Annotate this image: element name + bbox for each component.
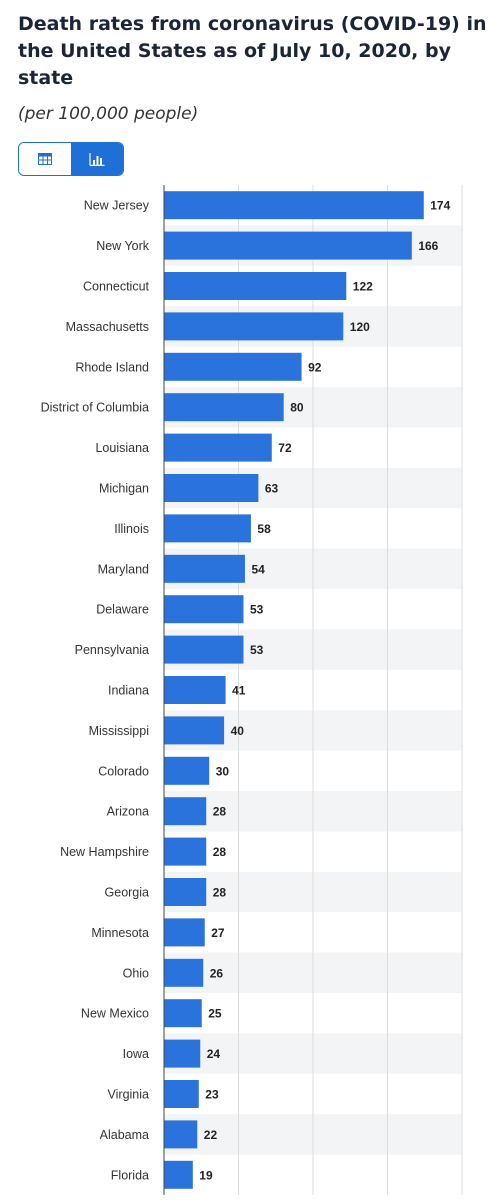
bar	[164, 352, 302, 381]
bar	[164, 474, 259, 502]
data-label: 22	[204, 1128, 218, 1142]
data-label: 54	[251, 562, 265, 576]
category-label: Arizona	[107, 805, 149, 819]
bar	[164, 756, 210, 785]
data-label: 19	[199, 1168, 213, 1182]
category-label: Michigan	[99, 482, 149, 496]
data-label: 92	[308, 360, 322, 374]
data-label: 53	[250, 603, 264, 617]
view-toggle	[18, 142, 124, 176]
category-label: Massachusetts	[66, 320, 149, 334]
data-label: 41	[232, 684, 246, 698]
category-label: Delaware	[96, 603, 149, 617]
category-label: Maryland	[98, 562, 149, 576]
bar	[164, 1120, 198, 1149]
category-label: Mississippi	[89, 724, 149, 738]
category-label: New York	[96, 239, 150, 253]
bar	[164, 635, 244, 664]
bar	[164, 676, 226, 704]
data-label: 58	[257, 522, 271, 536]
category-label: New Hampshire	[60, 845, 149, 859]
data-label: 166	[418, 239, 438, 253]
category-label: Virginia	[108, 1088, 150, 1102]
data-label: 30	[216, 764, 230, 778]
chart-subtitle: (per 100,000 people)	[18, 104, 199, 124]
data-label: 80	[290, 401, 304, 415]
data-label: 24	[207, 1047, 221, 1061]
data-label: 120	[350, 320, 370, 334]
data-label: 28	[213, 886, 227, 900]
category-label: Pennsylvania	[75, 643, 149, 657]
bar	[164, 918, 205, 947]
bar	[164, 595, 244, 624]
bar	[164, 1039, 201, 1068]
category-label: Minnesota	[91, 926, 149, 940]
bar	[164, 191, 424, 220]
category-label: Indiana	[108, 684, 149, 698]
table-view-button[interactable]	[19, 143, 71, 175]
bar-chart-icon	[89, 152, 105, 166]
bar	[164, 514, 251, 543]
data-label: 53	[250, 643, 264, 657]
category-label: Ohio	[123, 966, 149, 980]
bar	[164, 433, 272, 462]
bar	[164, 716, 225, 745]
bar	[164, 554, 245, 583]
bar	[164, 797, 207, 826]
category-label: Florida	[111, 1168, 149, 1182]
data-label: 23	[205, 1088, 219, 1102]
category-label: Georgia	[105, 886, 150, 900]
bar	[164, 272, 347, 300]
category-label: Alabama	[100, 1128, 149, 1142]
category-label: Connecticut	[83, 280, 150, 294]
bar	[164, 958, 204, 987]
category-label: Colorado	[98, 764, 149, 778]
category-label: Rhode Island	[75, 360, 149, 374]
bar	[164, 1080, 199, 1108]
data-label: 72	[278, 441, 292, 455]
category-label: Illinois	[114, 522, 149, 536]
data-label: 28	[213, 805, 227, 819]
data-label: 122	[353, 280, 373, 294]
data-label: 174	[430, 199, 450, 213]
bar	[164, 837, 207, 866]
chart-title: Death rates from coronavirus (COVID-19) …	[18, 13, 487, 89]
chart-view-button[interactable]	[71, 143, 123, 175]
table-icon	[38, 153, 52, 165]
data-label: 27	[211, 926, 225, 940]
category-label: Iowa	[123, 1047, 149, 1061]
data-label: 40	[231, 724, 245, 738]
data-label: 28	[213, 845, 227, 859]
category-label: Louisiana	[95, 441, 149, 455]
category-label: District of Columbia	[41, 401, 149, 415]
bar	[164, 231, 412, 260]
category-label: New Jersey	[84, 199, 150, 213]
bar	[164, 312, 344, 341]
data-label: 26	[210, 966, 224, 980]
bar	[164, 393, 284, 422]
category-label: New Mexico	[81, 1007, 149, 1021]
data-label: 63	[265, 482, 279, 496]
bar	[164, 1160, 193, 1189]
bar	[164, 878, 207, 906]
data-label: 25	[208, 1007, 222, 1021]
bar-chart: New Jersey 174 New York 166 Connecticut 122 Ma…	[41, 185, 463, 1195]
bar	[164, 999, 202, 1028]
